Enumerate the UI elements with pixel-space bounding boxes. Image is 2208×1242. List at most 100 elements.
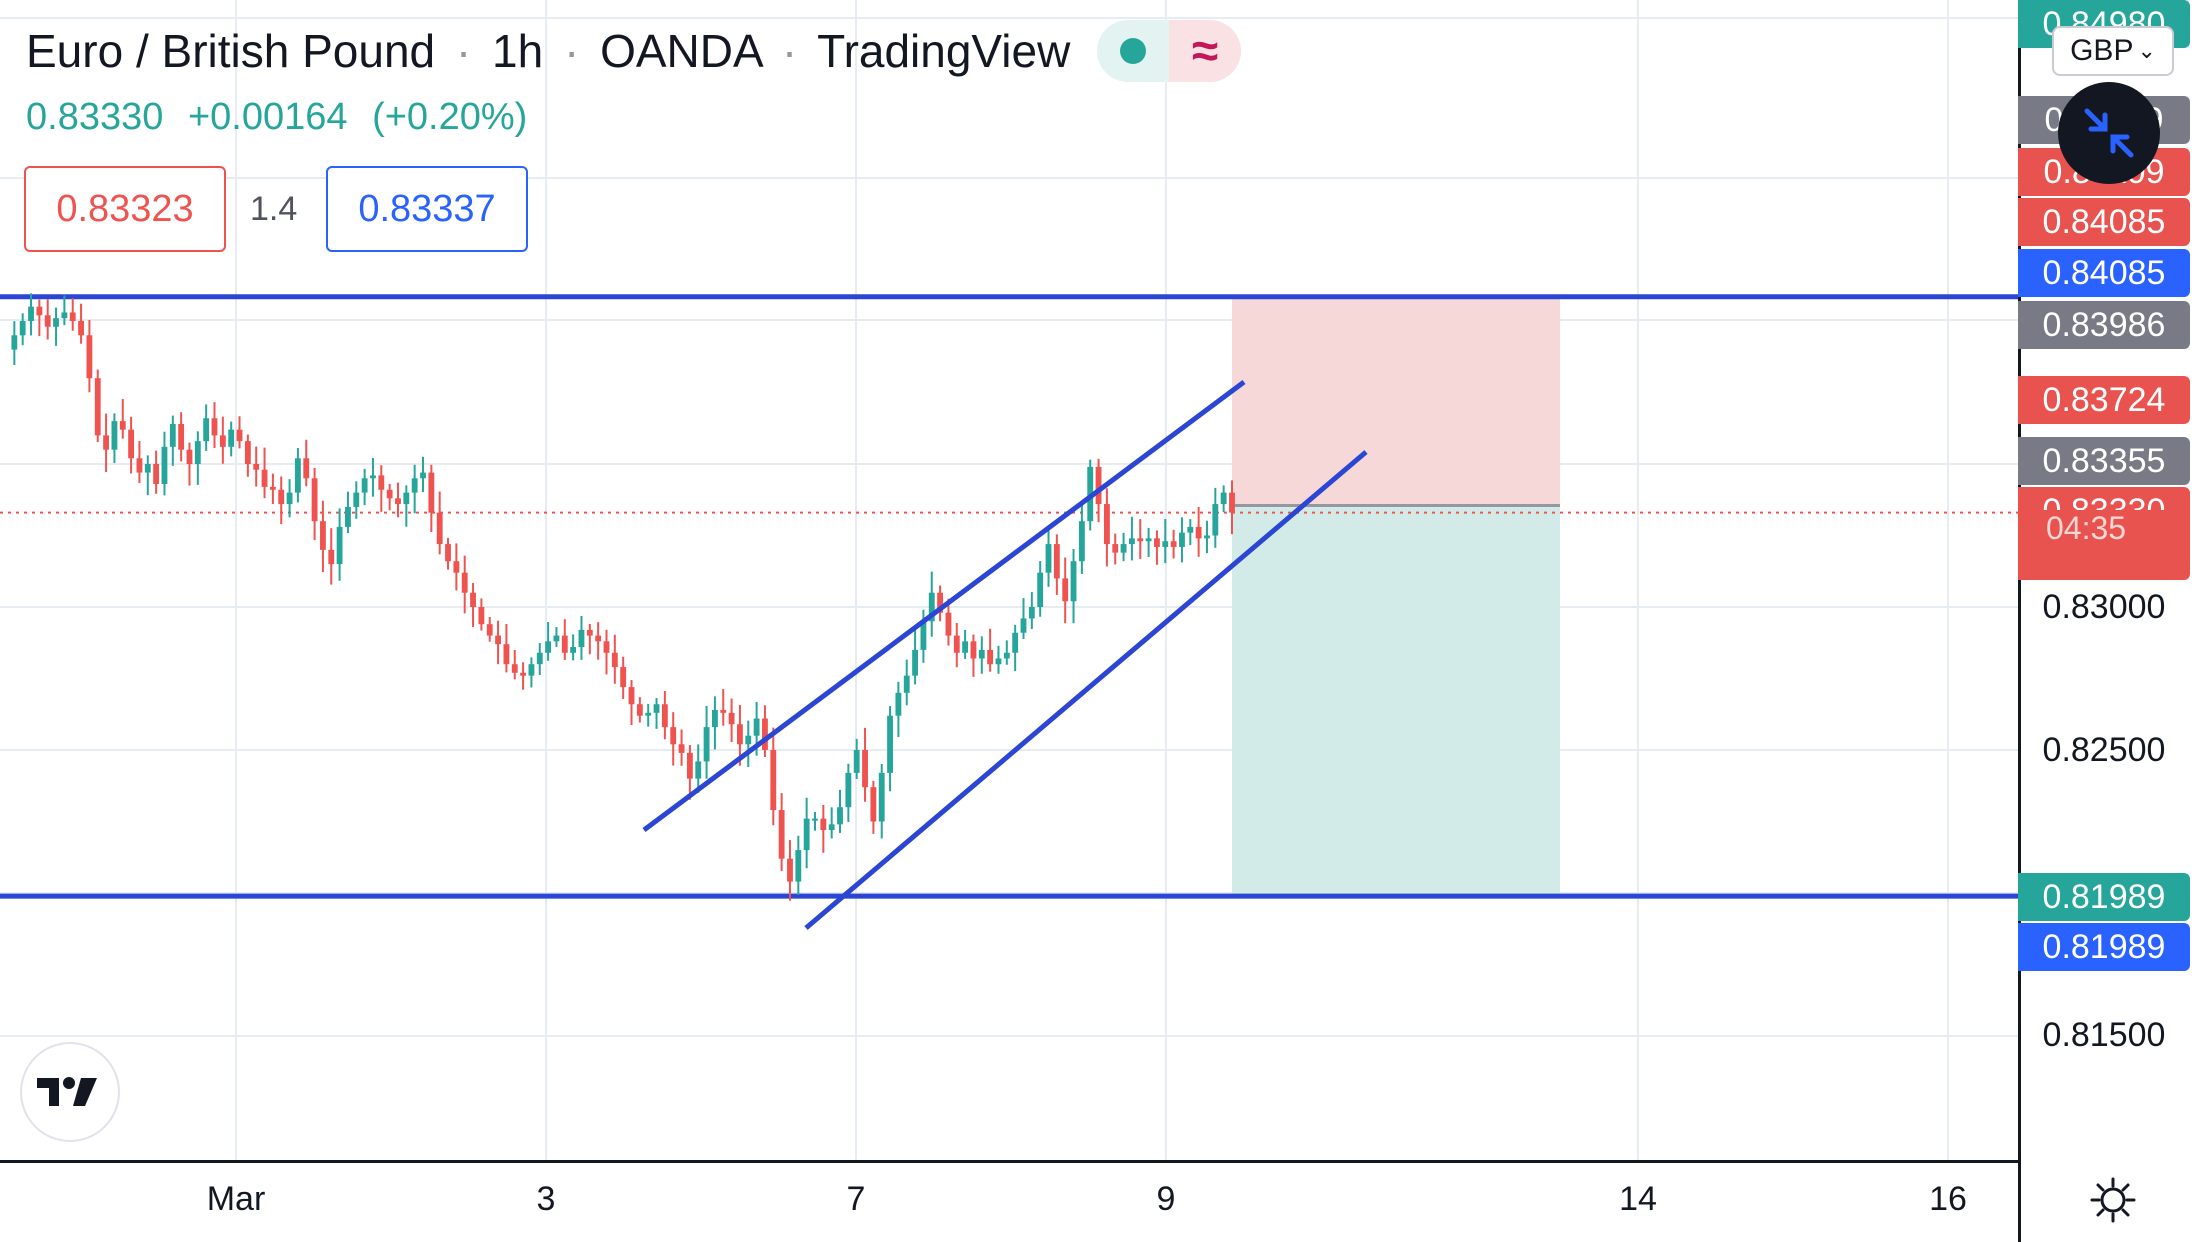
candle-body [828, 824, 835, 831]
candle-body [169, 423, 176, 447]
candle-body [720, 709, 727, 713]
price-axis-label: 0.81500 [2042, 1015, 2166, 1054]
candle-body [528, 664, 535, 676]
ask-price: 0.83337 [358, 187, 496, 230]
candle-body [453, 561, 460, 573]
candle-body [1195, 526, 1202, 539]
candle-body [94, 378, 101, 436]
spread-value: 1.4 [250, 190, 298, 228]
candle-body [586, 629, 593, 636]
candle-body [178, 423, 185, 450]
take-profit-zone [1232, 505, 1560, 897]
channel-lower-line [804, 450, 1368, 930]
symbol-name: Euro / British Pound [26, 25, 436, 77]
candle-body [795, 850, 802, 882]
candle-body [920, 621, 927, 650]
price-tag: 0.84085 [2018, 249, 2190, 297]
price-tag: 0.81989 [2018, 923, 2190, 971]
candle-body [545, 641, 552, 653]
buy-button[interactable]: 0.83337 [326, 166, 528, 252]
bar-countdown: 04:35 [2018, 510, 2190, 580]
gear-icon[interactable] [2088, 1175, 2138, 1225]
candle-body [595, 635, 602, 642]
indicator-wave-icon: ≈ [1169, 20, 1241, 82]
candle-body [236, 429, 243, 442]
broker-label: OANDA [600, 25, 762, 77]
candle-body [378, 475, 385, 490]
candle-body [395, 498, 401, 505]
time-axis-label: 16 [1929, 1180, 1967, 1218]
sell-button[interactable]: 0.83323 [24, 166, 226, 252]
candle-body [995, 658, 1002, 665]
candle-body [678, 744, 685, 753]
candle-body [144, 464, 151, 473]
candle-body [161, 446, 168, 485]
candle-body [1120, 544, 1127, 553]
candle-body [1062, 578, 1069, 602]
candle-body [987, 649, 994, 665]
candle-body [111, 421, 118, 450]
candle-body [1170, 541, 1177, 547]
collapse-fullscreen-button[interactable] [2058, 82, 2160, 184]
time-axis-label: 9 [1156, 1180, 1176, 1218]
candle-body [620, 667, 627, 688]
candle-body [311, 478, 318, 522]
title-separator: · [781, 25, 798, 77]
candle-body [953, 635, 960, 653]
time-axis[interactable] [0, 1160, 2018, 1242]
candle-body [503, 644, 510, 665]
candle-body [703, 727, 710, 762]
candle-body [1128, 538, 1135, 545]
candle-body [320, 521, 326, 550]
candle-body [853, 750, 860, 773]
candle-body [336, 526, 343, 565]
candle-body [228, 429, 235, 447]
candle-body [303, 458, 310, 479]
time-axis-label: 7 [846, 1180, 866, 1218]
tradingview-logo-button[interactable] [20, 1042, 120, 1142]
market-status-pill[interactable]: ≈ [1097, 20, 1241, 82]
candle-body [812, 818, 818, 821]
candle-body [278, 489, 285, 505]
price-axis-label: 0.82500 [2042, 730, 2166, 769]
candle-body [737, 724, 743, 745]
price-tag: 0.83986 [2018, 301, 2190, 349]
candle-body [203, 418, 210, 442]
price-chart[interactable] [0, 0, 2018, 1160]
candle-body [461, 572, 468, 593]
candle-body [820, 818, 827, 831]
candle-body [69, 312, 76, 321]
candle-body [411, 478, 418, 493]
status-dot-icon [1120, 38, 1146, 64]
candle-body [53, 318, 59, 327]
candle-body [862, 750, 868, 788]
platform-label: TradingView [817, 25, 1071, 77]
candle-body [19, 321, 26, 336]
price-tag: 0.81989 [2018, 873, 2190, 921]
candle-body [711, 709, 718, 728]
candle-body [636, 704, 643, 716]
candle-body [962, 641, 969, 653]
candle-body [895, 692, 902, 716]
currency-select[interactable]: GBP ⌄ [2052, 26, 2174, 76]
candle-body [970, 641, 977, 659]
candle-body [1145, 538, 1152, 542]
candle-body [653, 704, 660, 713]
symbol-title[interactable]: Euro / British Pound · 1h · OANDA · Trad… [26, 24, 1070, 78]
title-separator: · [563, 25, 580, 77]
candle-body [328, 549, 335, 565]
interval-label: 1h [492, 25, 544, 77]
candle-body [661, 704, 668, 728]
candle-body [136, 458, 143, 473]
time-axis-label: 14 [1619, 1180, 1657, 1218]
price-tag: 0.84x09 [2018, 148, 2190, 196]
candle-body [937, 592, 944, 613]
candle-body [520, 672, 527, 676]
candle-body [728, 712, 735, 725]
candle-body [44, 315, 51, 327]
candle-body [1187, 526, 1194, 533]
candle-body [1204, 535, 1210, 539]
candle-body [928, 592, 935, 622]
candle-body [536, 652, 543, 665]
candle-body [1179, 532, 1185, 547]
